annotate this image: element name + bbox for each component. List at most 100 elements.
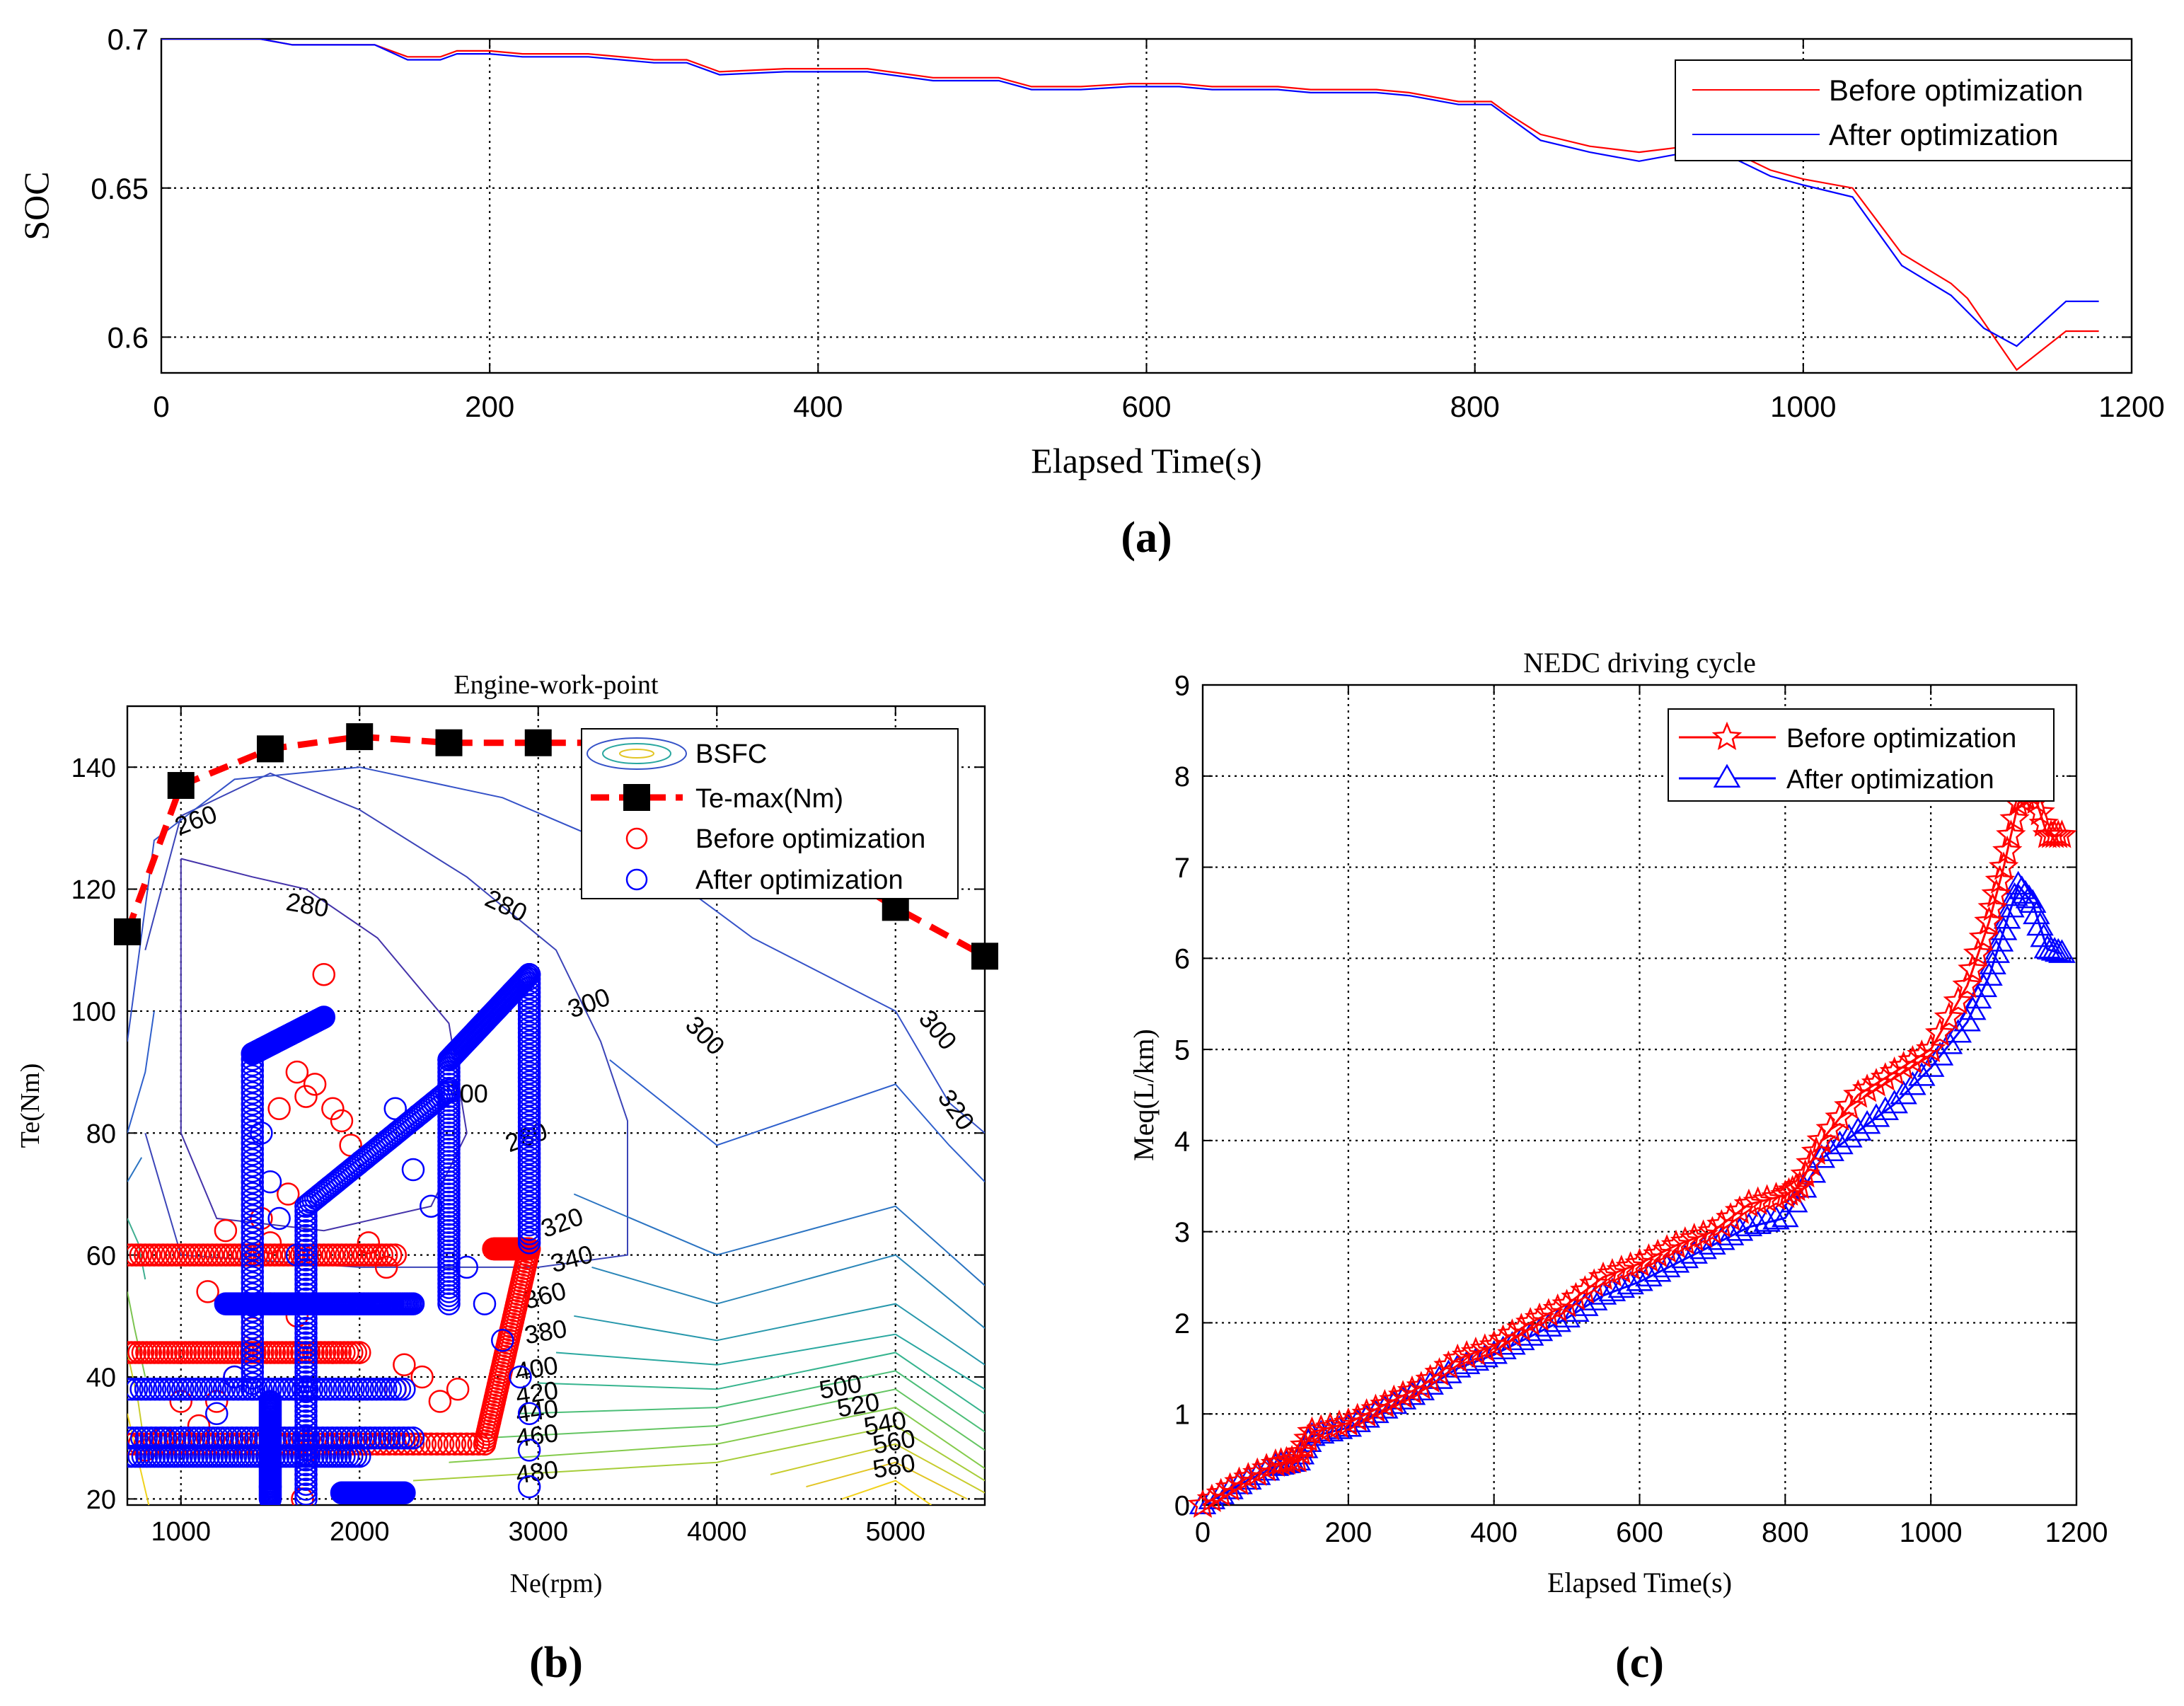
before-point [321, 1341, 345, 1364]
after-point [241, 1165, 265, 1189]
series-marker [1835, 1124, 1863, 1148]
after-point [517, 1016, 541, 1040]
y-tick-label: 100 [71, 998, 116, 1027]
after-point [374, 1378, 398, 1401]
after-point [517, 1191, 541, 1214]
after-point [517, 985, 541, 1009]
series-marker [1870, 1062, 1900, 1091]
before-point [142, 1243, 166, 1267]
before-point [321, 1097, 345, 1121]
series-marker [1251, 1453, 1282, 1482]
after-point [127, 1378, 149, 1401]
series-marker [1542, 1293, 1573, 1322]
after-point [354, 1426, 377, 1450]
series-marker [1744, 1210, 1772, 1234]
after-point [355, 1378, 379, 1401]
after-point [241, 1187, 265, 1211]
series-marker [1634, 1243, 1664, 1272]
before-point [335, 1243, 358, 1267]
legend-swatch [1711, 721, 1743, 751]
y-tick-label: 80 [86, 1119, 116, 1149]
legend-label: BSFC [695, 739, 767, 769]
x-tick-label: 200 [465, 390, 514, 423]
series-marker [1772, 1203, 1799, 1228]
before-point [312, 962, 335, 986]
series-marker [1589, 1281, 1617, 1305]
before-point [245, 1243, 269, 1267]
series-marker [1861, 1068, 1892, 1097]
legend: Before optimization After optimization [1668, 708, 2055, 802]
te-max-marker [971, 943, 998, 970]
before-point [379, 1243, 403, 1267]
series-marker [1879, 1056, 1909, 1085]
before-point [187, 1243, 211, 1267]
bsfc-contour [412, 1424, 985, 1482]
series-marker [1497, 1318, 1527, 1347]
after-point [393, 1481, 416, 1505]
after-point [241, 1338, 265, 1362]
after-point [517, 1199, 541, 1223]
before-point [127, 1243, 139, 1267]
bsfc-contour [127, 766, 985, 1134]
after-point [517, 1048, 541, 1071]
legend-swatch [602, 743, 671, 764]
after-point [241, 1260, 265, 1284]
after-point [351, 1378, 374, 1401]
after-point [241, 1349, 265, 1373]
series-marker [1266, 1447, 1296, 1476]
series-marker [1988, 851, 2019, 880]
series-marker [1716, 1202, 1746, 1231]
after-point [337, 1378, 361, 1401]
after-point [342, 1378, 365, 1401]
after-point [349, 1426, 373, 1450]
series-marker [1996, 819, 2026, 848]
after-point [187, 1426, 211, 1450]
after-point [241, 1232, 265, 1256]
bsfc-contour [841, 1480, 932, 1505]
y-tick-label: 0.65 [91, 172, 149, 205]
series-marker [1433, 1350, 1464, 1379]
after-point [267, 1206, 291, 1230]
series-marker [1735, 1212, 1763, 1237]
after-point [517, 1070, 541, 1094]
series-marker [1553, 1303, 1581, 1327]
series-marker [1808, 1144, 1836, 1168]
after-point [296, 1378, 319, 1401]
series-marker [1607, 1274, 1636, 1298]
after-point [392, 1426, 415, 1450]
series-marker [1908, 1062, 1936, 1086]
before-point [343, 1243, 367, 1267]
bsfc-contour [770, 1443, 985, 1494]
after-point [212, 1378, 236, 1401]
after-point [517, 1186, 541, 1210]
before-point [146, 1243, 171, 1267]
y-tick-label: 40 [86, 1364, 116, 1393]
after-point [241, 1322, 265, 1345]
bsfc-contour [538, 1351, 985, 1414]
after-point [517, 998, 541, 1022]
after-point [517, 1195, 541, 1219]
after-point [294, 1223, 318, 1247]
series-marker [1643, 1238, 1673, 1267]
after-point [127, 1378, 144, 1401]
x-tick-label: 1000 [1900, 1517, 1963, 1548]
y-tick-label: 0.6 [108, 321, 149, 355]
x-tick-label: 600 [1616, 1517, 1663, 1548]
after-point [294, 1233, 318, 1257]
after-point [369, 1378, 393, 1401]
bsfc-contour [574, 1303, 985, 1366]
series-marker [1588, 1261, 1619, 1291]
contour-label: 320 [537, 1201, 587, 1243]
after-point [517, 1021, 541, 1044]
after-point [241, 1081, 265, 1105]
after-point [127, 1378, 139, 1401]
x-tick-label: 0 [1195, 1517, 1211, 1548]
before-point [272, 1243, 296, 1267]
plot-area [161, 39, 2099, 371]
after-point [401, 1426, 425, 1450]
series-marker [1387, 1380, 1419, 1409]
after-point [517, 1151, 541, 1174]
series-marker [1615, 1251, 1646, 1280]
before-point [192, 1243, 215, 1267]
after-point [383, 1378, 407, 1401]
